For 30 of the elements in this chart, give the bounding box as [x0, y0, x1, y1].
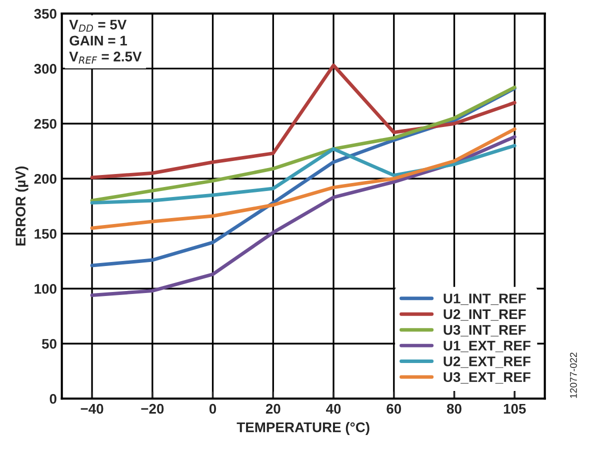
line-series	[90, 86, 516, 202]
x-tick-label: 40	[326, 404, 341, 414]
x-tick-label: −40	[80, 404, 104, 414]
x-tick-label: −20	[141, 404, 164, 414]
text: 12077-022	[570, 352, 577, 398]
x-tick-label: 80	[446, 404, 462, 414]
legend-label: U3_EXT_REF	[444, 372, 530, 384]
legend-label: U2_EXT_REF	[444, 356, 530, 368]
y-tick-label: 200	[34, 174, 56, 184]
line-series	[90, 127, 516, 230]
y-tick-label: 50	[42, 338, 56, 349]
line-series	[90, 144, 516, 205]
line-series	[90, 64, 516, 180]
legend-label: U1_EXT_REF	[444, 340, 530, 352]
legend-label: U1_INT_REF	[444, 294, 526, 305]
legend-label: U2_INT_REF	[444, 309, 526, 321]
x-tick-label: 20	[266, 404, 280, 414]
x-tick-label: 105	[504, 404, 526, 414]
y-tick-label: 350	[34, 8, 56, 19]
annotation: V$_{DD}$ = 5V GAIN = 1 V$_{REF}$ = 2.5V	[69, 20, 142, 64]
x-axis-title: TEMPERATURE (°C)	[236, 422, 370, 435]
y-tick-label: 300	[34, 64, 56, 74]
y-axis-title: ERROR (µV)	[15, 166, 28, 246]
legend-label: U3_INT_REF	[444, 324, 526, 336]
x-tick-label: 60	[386, 404, 402, 414]
y-tick-label: 0	[50, 394, 56, 404]
y-tick-label: 150	[34, 228, 56, 239]
y-tick-label: 100	[34, 284, 56, 294]
y-tick-label: 250	[34, 118, 56, 129]
x-tick-label: 0	[209, 404, 216, 414]
